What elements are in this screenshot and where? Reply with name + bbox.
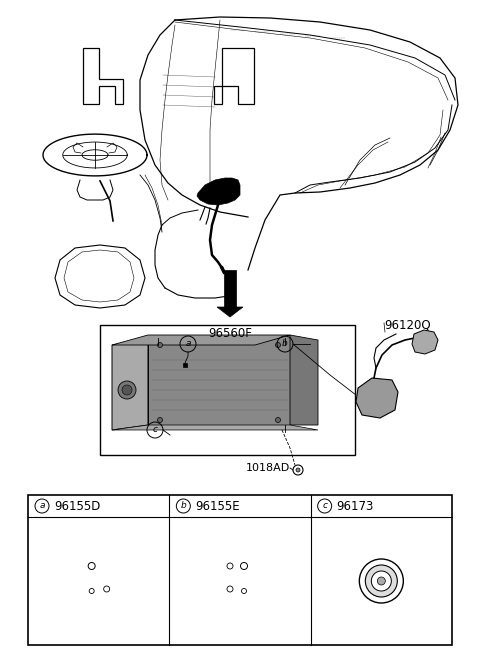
Text: c: c <box>153 426 157 434</box>
Polygon shape <box>290 335 318 425</box>
Text: a: a <box>39 501 45 510</box>
Bar <box>100 325 355 455</box>
Polygon shape <box>214 86 222 104</box>
Circle shape <box>360 559 403 603</box>
Circle shape <box>157 342 163 348</box>
Polygon shape <box>222 48 254 104</box>
Text: 96155D: 96155D <box>54 499 100 512</box>
Polygon shape <box>197 178 240 205</box>
Circle shape <box>118 381 136 399</box>
Circle shape <box>365 565 397 597</box>
Circle shape <box>157 417 163 422</box>
Circle shape <box>122 385 132 395</box>
Text: 1018AD: 1018AD <box>246 463 290 473</box>
Circle shape <box>89 589 94 593</box>
Polygon shape <box>412 330 438 354</box>
Polygon shape <box>112 340 148 430</box>
Polygon shape <box>224 270 236 307</box>
Polygon shape <box>356 378 398 418</box>
Text: b: b <box>282 340 288 348</box>
Text: 96560F: 96560F <box>208 327 252 340</box>
Circle shape <box>88 562 95 570</box>
Polygon shape <box>112 335 290 345</box>
Polygon shape <box>83 48 123 104</box>
Circle shape <box>227 563 233 569</box>
Text: c: c <box>322 501 327 510</box>
Polygon shape <box>217 307 243 317</box>
Polygon shape <box>148 335 290 425</box>
Circle shape <box>293 465 303 475</box>
Circle shape <box>372 571 391 591</box>
Text: a: a <box>185 340 191 348</box>
Bar <box>28 495 452 645</box>
Text: 96155E: 96155E <box>195 499 240 512</box>
Text: 96173: 96173 <box>336 499 374 512</box>
Circle shape <box>104 586 109 592</box>
Circle shape <box>276 342 280 348</box>
Polygon shape <box>183 363 187 367</box>
Circle shape <box>296 468 300 472</box>
Circle shape <box>227 586 233 592</box>
Circle shape <box>240 562 248 570</box>
Circle shape <box>276 417 280 422</box>
Circle shape <box>241 589 247 593</box>
Polygon shape <box>112 425 318 430</box>
Text: 96120Q: 96120Q <box>384 318 431 331</box>
Text: b: b <box>180 501 186 510</box>
Circle shape <box>377 577 385 585</box>
